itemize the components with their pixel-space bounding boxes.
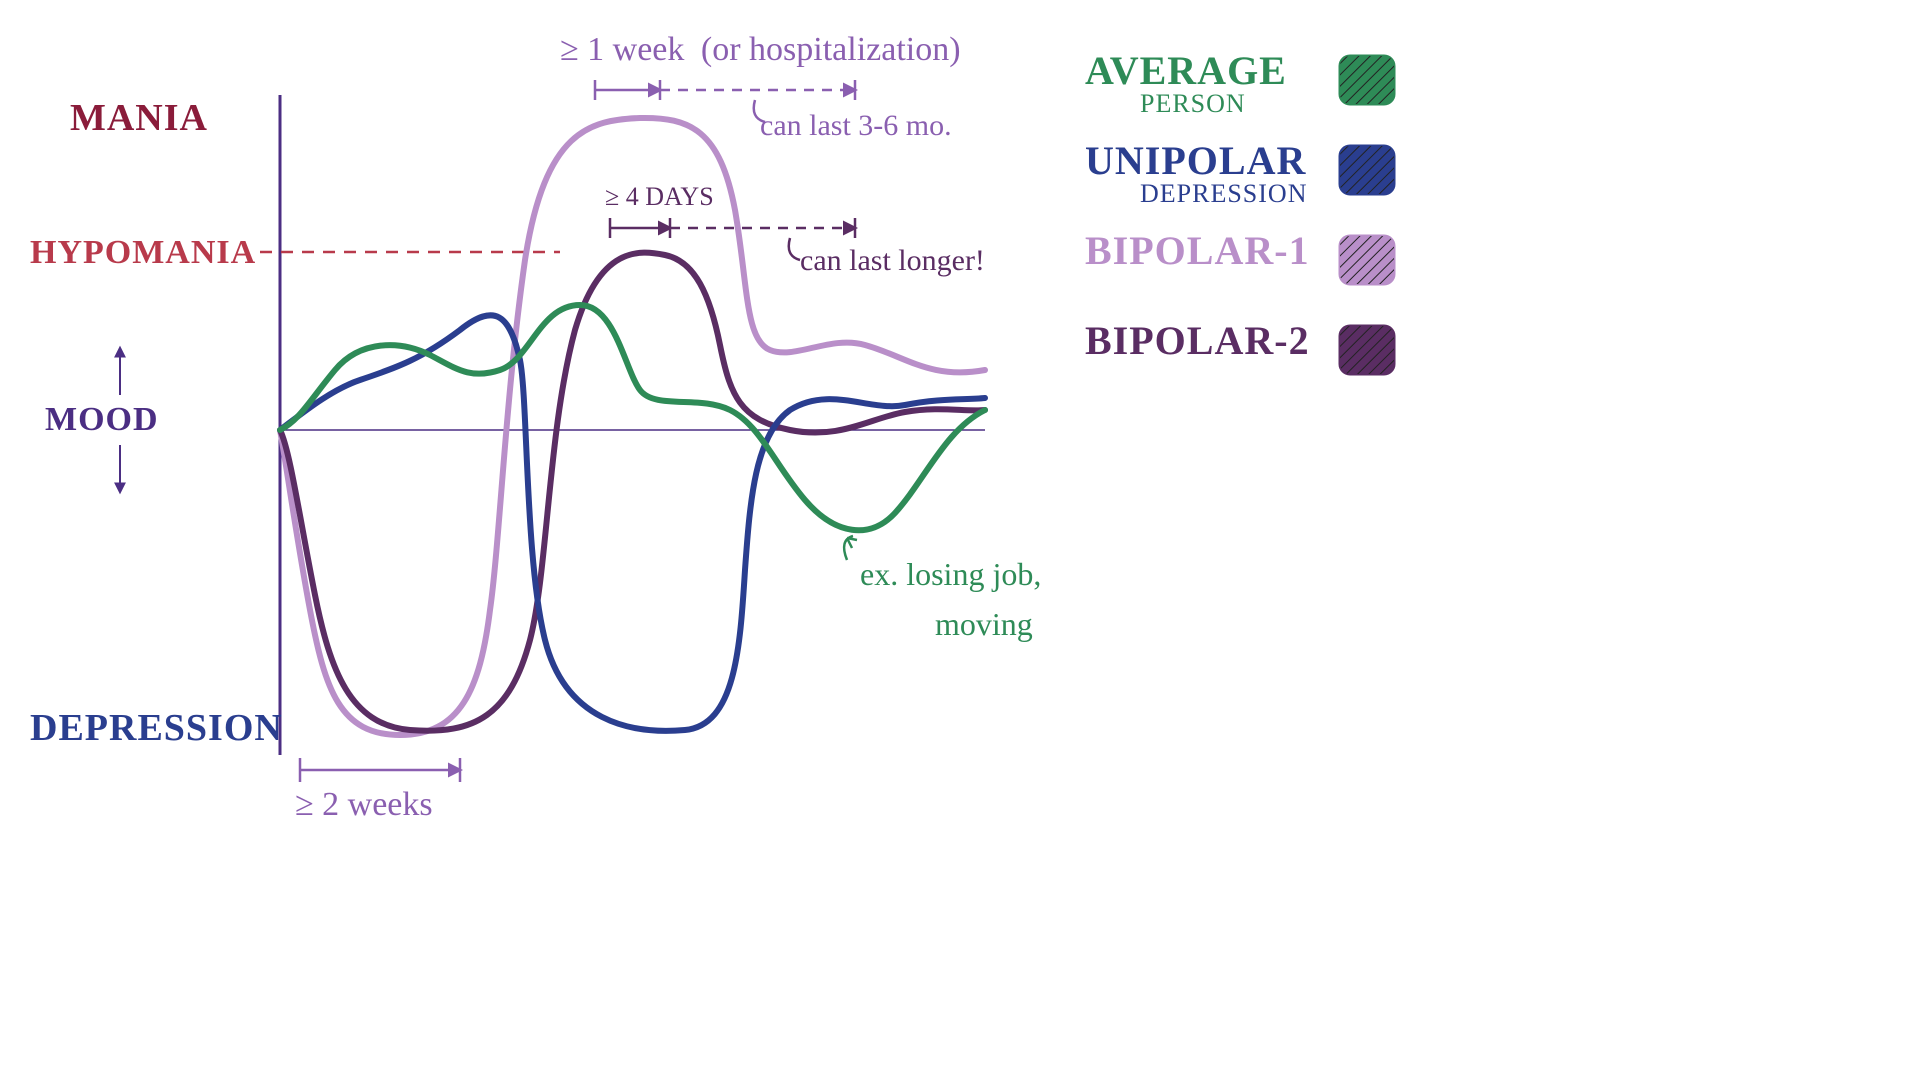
label-mood: MOOD bbox=[45, 401, 159, 438]
legend-swatch-hatch bbox=[1340, 236, 1394, 284]
legend-item: AVERAGEPERSON bbox=[1085, 48, 1394, 118]
legend-item: BIPOLAR-2 bbox=[1085, 318, 1394, 374]
two-weeks-text: ≥ 2 weeks bbox=[295, 786, 433, 823]
one-week-text: ≥ 1 week (or hospitalization) bbox=[560, 31, 961, 68]
four-days-note: can last longer! bbox=[800, 244, 985, 277]
mood-diagram: MANIA HYPOMANIA MOOD DEPRESSION ≥ 1 week… bbox=[0, 0, 1920, 1080]
y-axis-labels: MANIA HYPOMANIA MOOD DEPRESSION bbox=[30, 97, 283, 749]
legend-swatch-hatch bbox=[1340, 326, 1394, 374]
label-mania: MANIA bbox=[70, 97, 208, 139]
one-week-note: can last 3-6 mo. bbox=[760, 109, 952, 142]
legend-title: BIPOLAR-1 bbox=[1085, 228, 1310, 273]
example-line2: moving bbox=[935, 606, 1033, 642]
legend-subtitle: PERSON bbox=[1140, 89, 1246, 118]
legend-title: BIPOLAR-2 bbox=[1085, 318, 1310, 363]
legend-item: UNIPOLARDEPRESSION bbox=[1085, 138, 1394, 208]
label-hypomania: HYPOMANIA bbox=[30, 234, 256, 271]
four-days-text: ≥ 4 DAYS bbox=[605, 182, 714, 211]
annotation-two-weeks: ≥ 2 weeks bbox=[295, 758, 460, 823]
annotation-example: ex. losing job, moving bbox=[844, 536, 1041, 642]
legend-swatch-hatch bbox=[1340, 56, 1394, 104]
series-bipolar2 bbox=[280, 253, 985, 731]
label-depression: DEPRESSION bbox=[30, 707, 283, 749]
legend-subtitle: DEPRESSION bbox=[1140, 179, 1307, 208]
annotation-one-week: ≥ 1 week (or hospitalization) can last 3… bbox=[560, 31, 961, 142]
legend-swatch-hatch bbox=[1340, 146, 1394, 194]
annotation-four-days: ≥ 4 DAYS can last longer! bbox=[605, 182, 985, 277]
legend-item: BIPOLAR-1 bbox=[1085, 228, 1394, 284]
legend-title: UNIPOLAR bbox=[1085, 138, 1306, 183]
legend: AVERAGEPERSON UNIPOLARDEPRESSION BIPOLAR-1… bbox=[1085, 48, 1394, 374]
example-line1: ex. losing job, bbox=[860, 556, 1041, 592]
legend-title: AVERAGE bbox=[1085, 48, 1287, 93]
